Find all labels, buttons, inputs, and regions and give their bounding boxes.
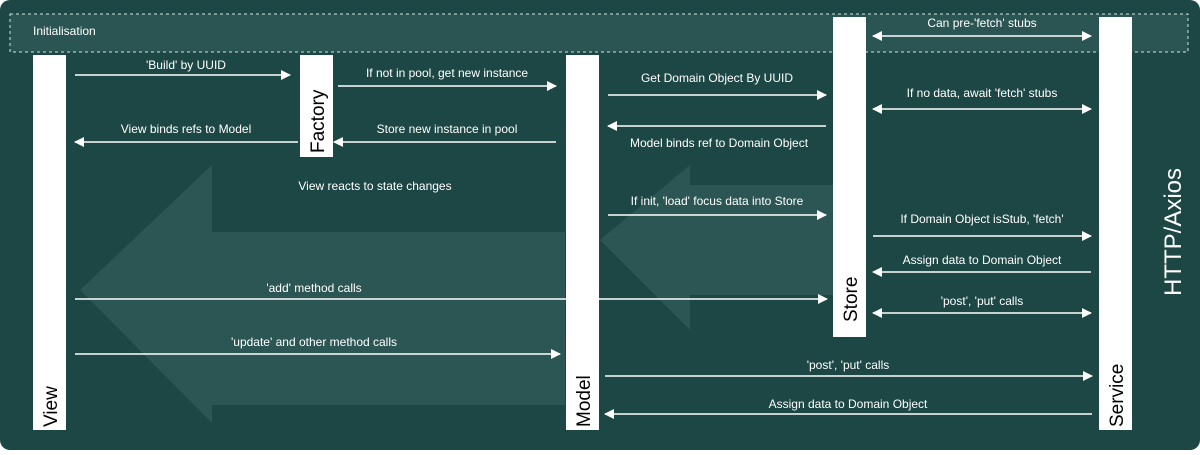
fetch-stub-label: If Domain Object isStub, 'fetch' — [900, 212, 1063, 226]
add-method-calls-label: 'add' method calls — [266, 281, 361, 295]
service-lane-label: Service — [1107, 364, 1128, 427]
assign-data-model-label: Assign data to Domain Object — [769, 397, 928, 411]
view-reacts-note: View reacts to state changes — [298, 179, 451, 193]
update-method-calls-label: 'update' and other method calls — [231, 335, 397, 349]
await-fetch-stubs-label: If no data, await 'fetch' stubs — [907, 86, 1058, 100]
http-axios-label: HTTP/Axios — [1160, 168, 1187, 296]
model-post-put-label: 'post', 'put' calls — [807, 358, 890, 372]
view-lane-label: View — [41, 386, 62, 427]
view-binds-refs-label: View binds refs to Model — [121, 122, 252, 136]
model-lane — [566, 55, 599, 430]
service-lane — [1099, 17, 1132, 430]
model-lane-label: Model — [574, 375, 595, 427]
view-lane — [33, 55, 66, 430]
get-domain-object-label: Get Domain Object By UUID — [641, 71, 793, 85]
model-binds-ref-label: Model binds ref to Domain Object — [630, 136, 809, 150]
get-new-instance-label: If not in pool, get new instance — [366, 66, 528, 80]
assign-data-store-label: Assign data to Domain Object — [903, 253, 1062, 267]
factory-lane-label: Factory — [308, 89, 329, 153]
ghost-arrow-left — [80, 165, 565, 423]
ghost-arrow-right — [600, 165, 833, 330]
store-post-put-label: 'post', 'put' calls — [941, 294, 1024, 308]
store-lane — [833, 17, 866, 337]
build-by-uuid-label: 'Build' by UUID — [146, 58, 226, 72]
load-focus-data-label: If init, 'load' focus data into Store — [631, 194, 804, 208]
store-instance-in-pool-label: Store new instance in pool — [377, 122, 518, 136]
pre-fetch-stubs-label: Can pre-'fetch' stubs — [927, 16, 1036, 30]
factory-lane — [300, 55, 333, 157]
initialisation-label: Initialisation — [33, 24, 96, 38]
store-lane-label: Store — [841, 277, 862, 322]
